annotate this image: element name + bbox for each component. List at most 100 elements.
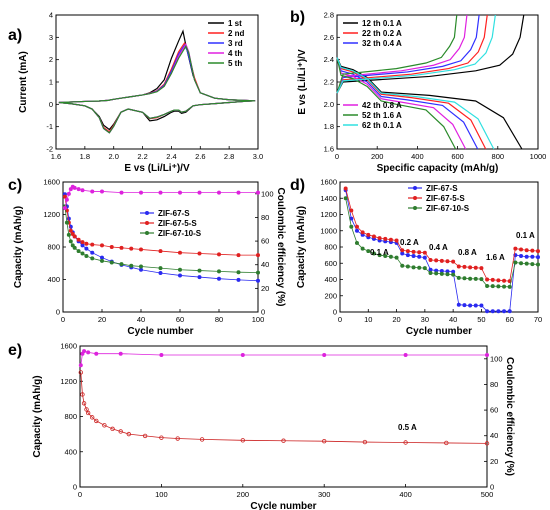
x-tick-label: 600: [451, 152, 464, 161]
data-point: [90, 189, 95, 194]
data-point: [197, 190, 202, 195]
data-point: [371, 234, 376, 239]
legend-marker: [413, 206, 417, 210]
data-point: [485, 309, 490, 314]
data-point: [322, 438, 327, 444]
data-point: [236, 270, 241, 275]
data-point: [445, 272, 450, 277]
data-point: [349, 224, 354, 229]
data-point: [78, 370, 84, 375]
data-point: [366, 232, 371, 237]
data-point: [428, 257, 433, 262]
x-tick-label: 2.6: [195, 152, 205, 161]
cv-curve-5th: [58, 45, 256, 134]
legend-marker: [413, 196, 417, 200]
legend-label: 12 th 0.1 A: [362, 19, 402, 28]
y-tick-label: 1.6: [324, 145, 334, 154]
data-point: [281, 438, 286, 443]
x-tick-label: 60: [506, 315, 514, 324]
data-point: [530, 248, 535, 253]
data-point: [394, 238, 399, 243]
rate-label: 0.2 A: [400, 238, 419, 247]
data-point: [175, 436, 180, 441]
data-point: [405, 253, 410, 258]
data-point: [502, 278, 507, 283]
data-point: [80, 392, 85, 397]
panel-b: b) 0 200 400 600 800 1000 1.6 1.8 2.0 2.2 2.4 2.6 2.8…: [290, 9, 546, 174]
data-point: [102, 423, 107, 428]
legend-label: 62 th 0.1 A: [362, 121, 402, 130]
data-point: [66, 191, 71, 196]
data-point: [513, 246, 518, 251]
x-tick-label: 0: [338, 315, 342, 324]
data-point: [354, 228, 359, 233]
data-point: [360, 230, 365, 235]
data-point: [519, 261, 524, 266]
data-point: [468, 303, 473, 308]
legend-marker: [145, 231, 149, 235]
legend-label: ZIF-67-5-S: [158, 219, 197, 228]
data-point: [70, 243, 75, 248]
y2-axis-label: Coulombic efficiency (%): [504, 357, 515, 476]
data-point: [536, 249, 541, 254]
y-tick-label: 800: [47, 243, 60, 252]
data-point: [468, 265, 473, 270]
y-tick-label: 2.0: [324, 100, 334, 109]
data-point: [400, 251, 405, 256]
data-point: [422, 266, 427, 271]
data-point: [383, 236, 388, 241]
data-point: [68, 239, 73, 244]
data-point: [403, 440, 408, 445]
data-point: [411, 249, 416, 254]
y2-tick-label: 20: [261, 284, 269, 293]
data-point: [343, 186, 348, 191]
data-point: [444, 440, 449, 446]
x-tick-label: 0: [335, 152, 339, 161]
data-point: [216, 252, 221, 257]
y-tick-label: 1200: [43, 210, 60, 219]
data-point: [473, 276, 478, 281]
discharge-curve: [336, 57, 457, 150]
data-point: [524, 254, 529, 259]
x-tick-label: 60: [176, 315, 184, 324]
y-tick-label: 400: [324, 275, 337, 284]
y-tick-label: 2.4: [324, 55, 334, 64]
data-point: [80, 188, 85, 193]
data-point: [530, 262, 535, 267]
data-point: [255, 278, 260, 283]
data-point: [479, 303, 484, 308]
data-point: [236, 190, 241, 195]
legend-label: ZIF-67-10-S: [158, 229, 202, 238]
data-point: [360, 246, 365, 251]
x-axis-label: E vs (Li/Li⁺)/V: [124, 163, 190, 174]
data-point: [434, 271, 439, 276]
y2-tick-label: 0: [261, 308, 265, 317]
y2-axis-label: Coulombic efficiency (%): [275, 188, 286, 307]
data-point: [142, 433, 148, 439]
legend-marker: [145, 211, 149, 215]
data-point: [400, 248, 405, 253]
legend-label: 5 th: [228, 59, 242, 68]
data-point: [496, 284, 501, 289]
panel-label: d): [290, 177, 305, 194]
data-point: [490, 309, 495, 314]
data-point: [445, 259, 450, 264]
x-tick-label: 100: [155, 490, 168, 499]
data-point: [255, 253, 260, 258]
y-axis-label: Capacity (mAh/g): [296, 206, 307, 288]
data-point: [177, 273, 182, 278]
data-point: [394, 255, 399, 260]
discharge-curve: [336, 57, 479, 150]
data-point: [417, 254, 422, 259]
x-tick-label: 1.8: [80, 152, 90, 161]
data-point: [255, 270, 260, 275]
y-tick-label: 2.8: [324, 11, 334, 20]
data-point: [72, 234, 77, 239]
data-point: [216, 276, 221, 281]
data-point: [100, 258, 105, 263]
data-point: [468, 276, 473, 281]
data-point: [197, 251, 202, 256]
data-point: [94, 351, 99, 356]
data-point: [100, 189, 105, 194]
x-tick-label: 70: [534, 315, 542, 324]
